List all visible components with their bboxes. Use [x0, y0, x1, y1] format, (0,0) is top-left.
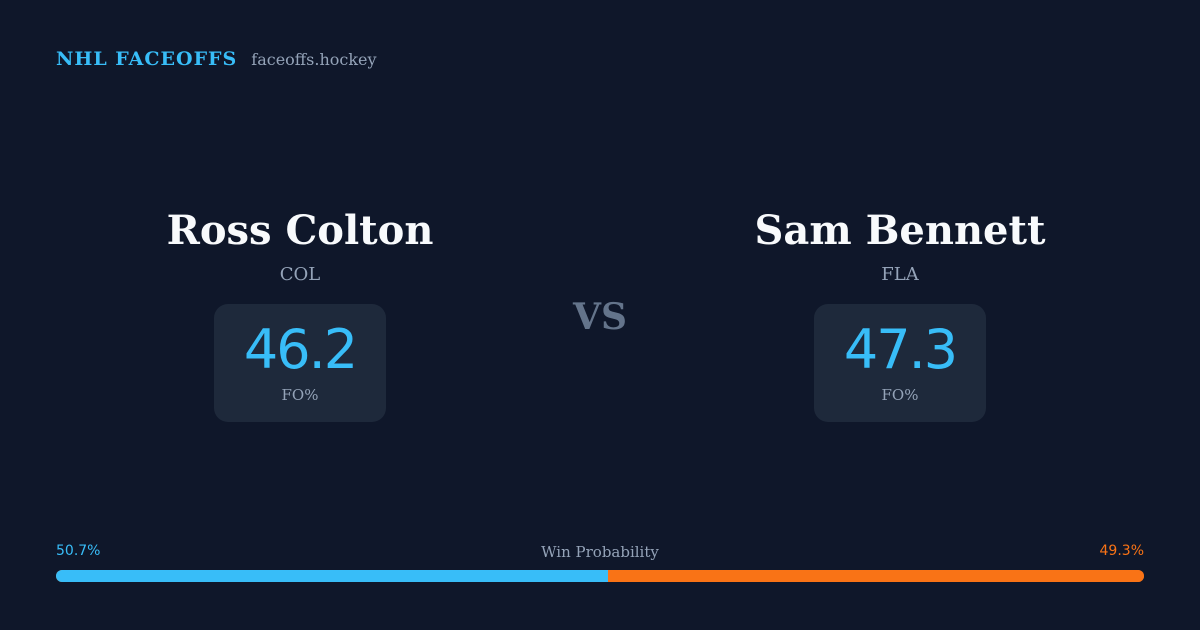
win-probability-right-value: 49.3%: [1099, 543, 1144, 559]
faceoff-stat-card: 46.2 FO%: [213, 304, 387, 422]
faceoff-percentage-value: 46.2: [243, 318, 358, 381]
player-right: Sam Bennett FLA 47.3 FO%: [700, 206, 1100, 422]
win-probability-labels: 50.7% Win Probability 49.3%: [56, 543, 1144, 563]
player-name: Ross Colton: [166, 207, 434, 254]
faceoff-percentage-label: FO%: [281, 386, 319, 404]
faceoff-stat-card: 47.3 FO%: [813, 304, 987, 422]
player-team: COL: [279, 264, 321, 285]
win-probability-bar: [56, 570, 1144, 582]
win-probability-bar-left: [56, 570, 608, 582]
win-probability-left-value: 50.7%: [56, 543, 101, 559]
win-probability-bar-right: [607, 570, 1144, 582]
faceoff-percentage-label: FO%: [881, 386, 919, 404]
player-team: FLA: [881, 264, 919, 285]
site-link[interactable]: faceoffs.hockey: [251, 50, 377, 69]
win-probability-label: Win Probability: [541, 543, 659, 561]
player-name: Sam Bennett: [754, 207, 1046, 254]
vs-label: VS: [573, 296, 627, 338]
header: NHL FACEOFFS faceoffs.hockey: [56, 48, 377, 70]
brand-title[interactable]: NHL FACEOFFS: [56, 48, 238, 70]
player-left: Ross Colton COL 46.2 FO%: [100, 206, 500, 422]
faceoff-percentage-value: 47.3: [843, 318, 958, 381]
